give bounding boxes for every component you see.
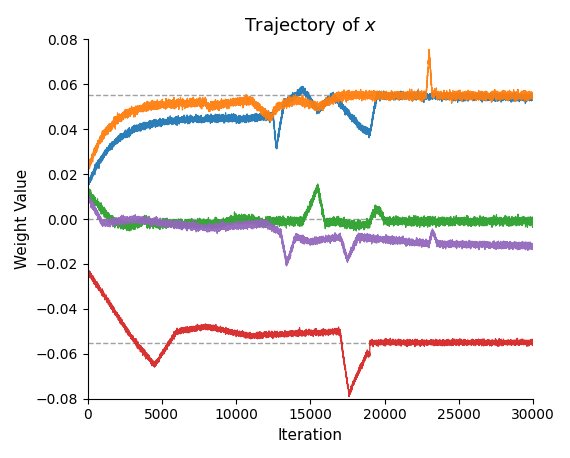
Title: Trajectory of $x$: Trajectory of $x$ xyxy=(244,15,377,37)
Y-axis label: Weight Value: Weight Value xyxy=(15,169,30,269)
X-axis label: Iteration: Iteration xyxy=(278,428,343,443)
